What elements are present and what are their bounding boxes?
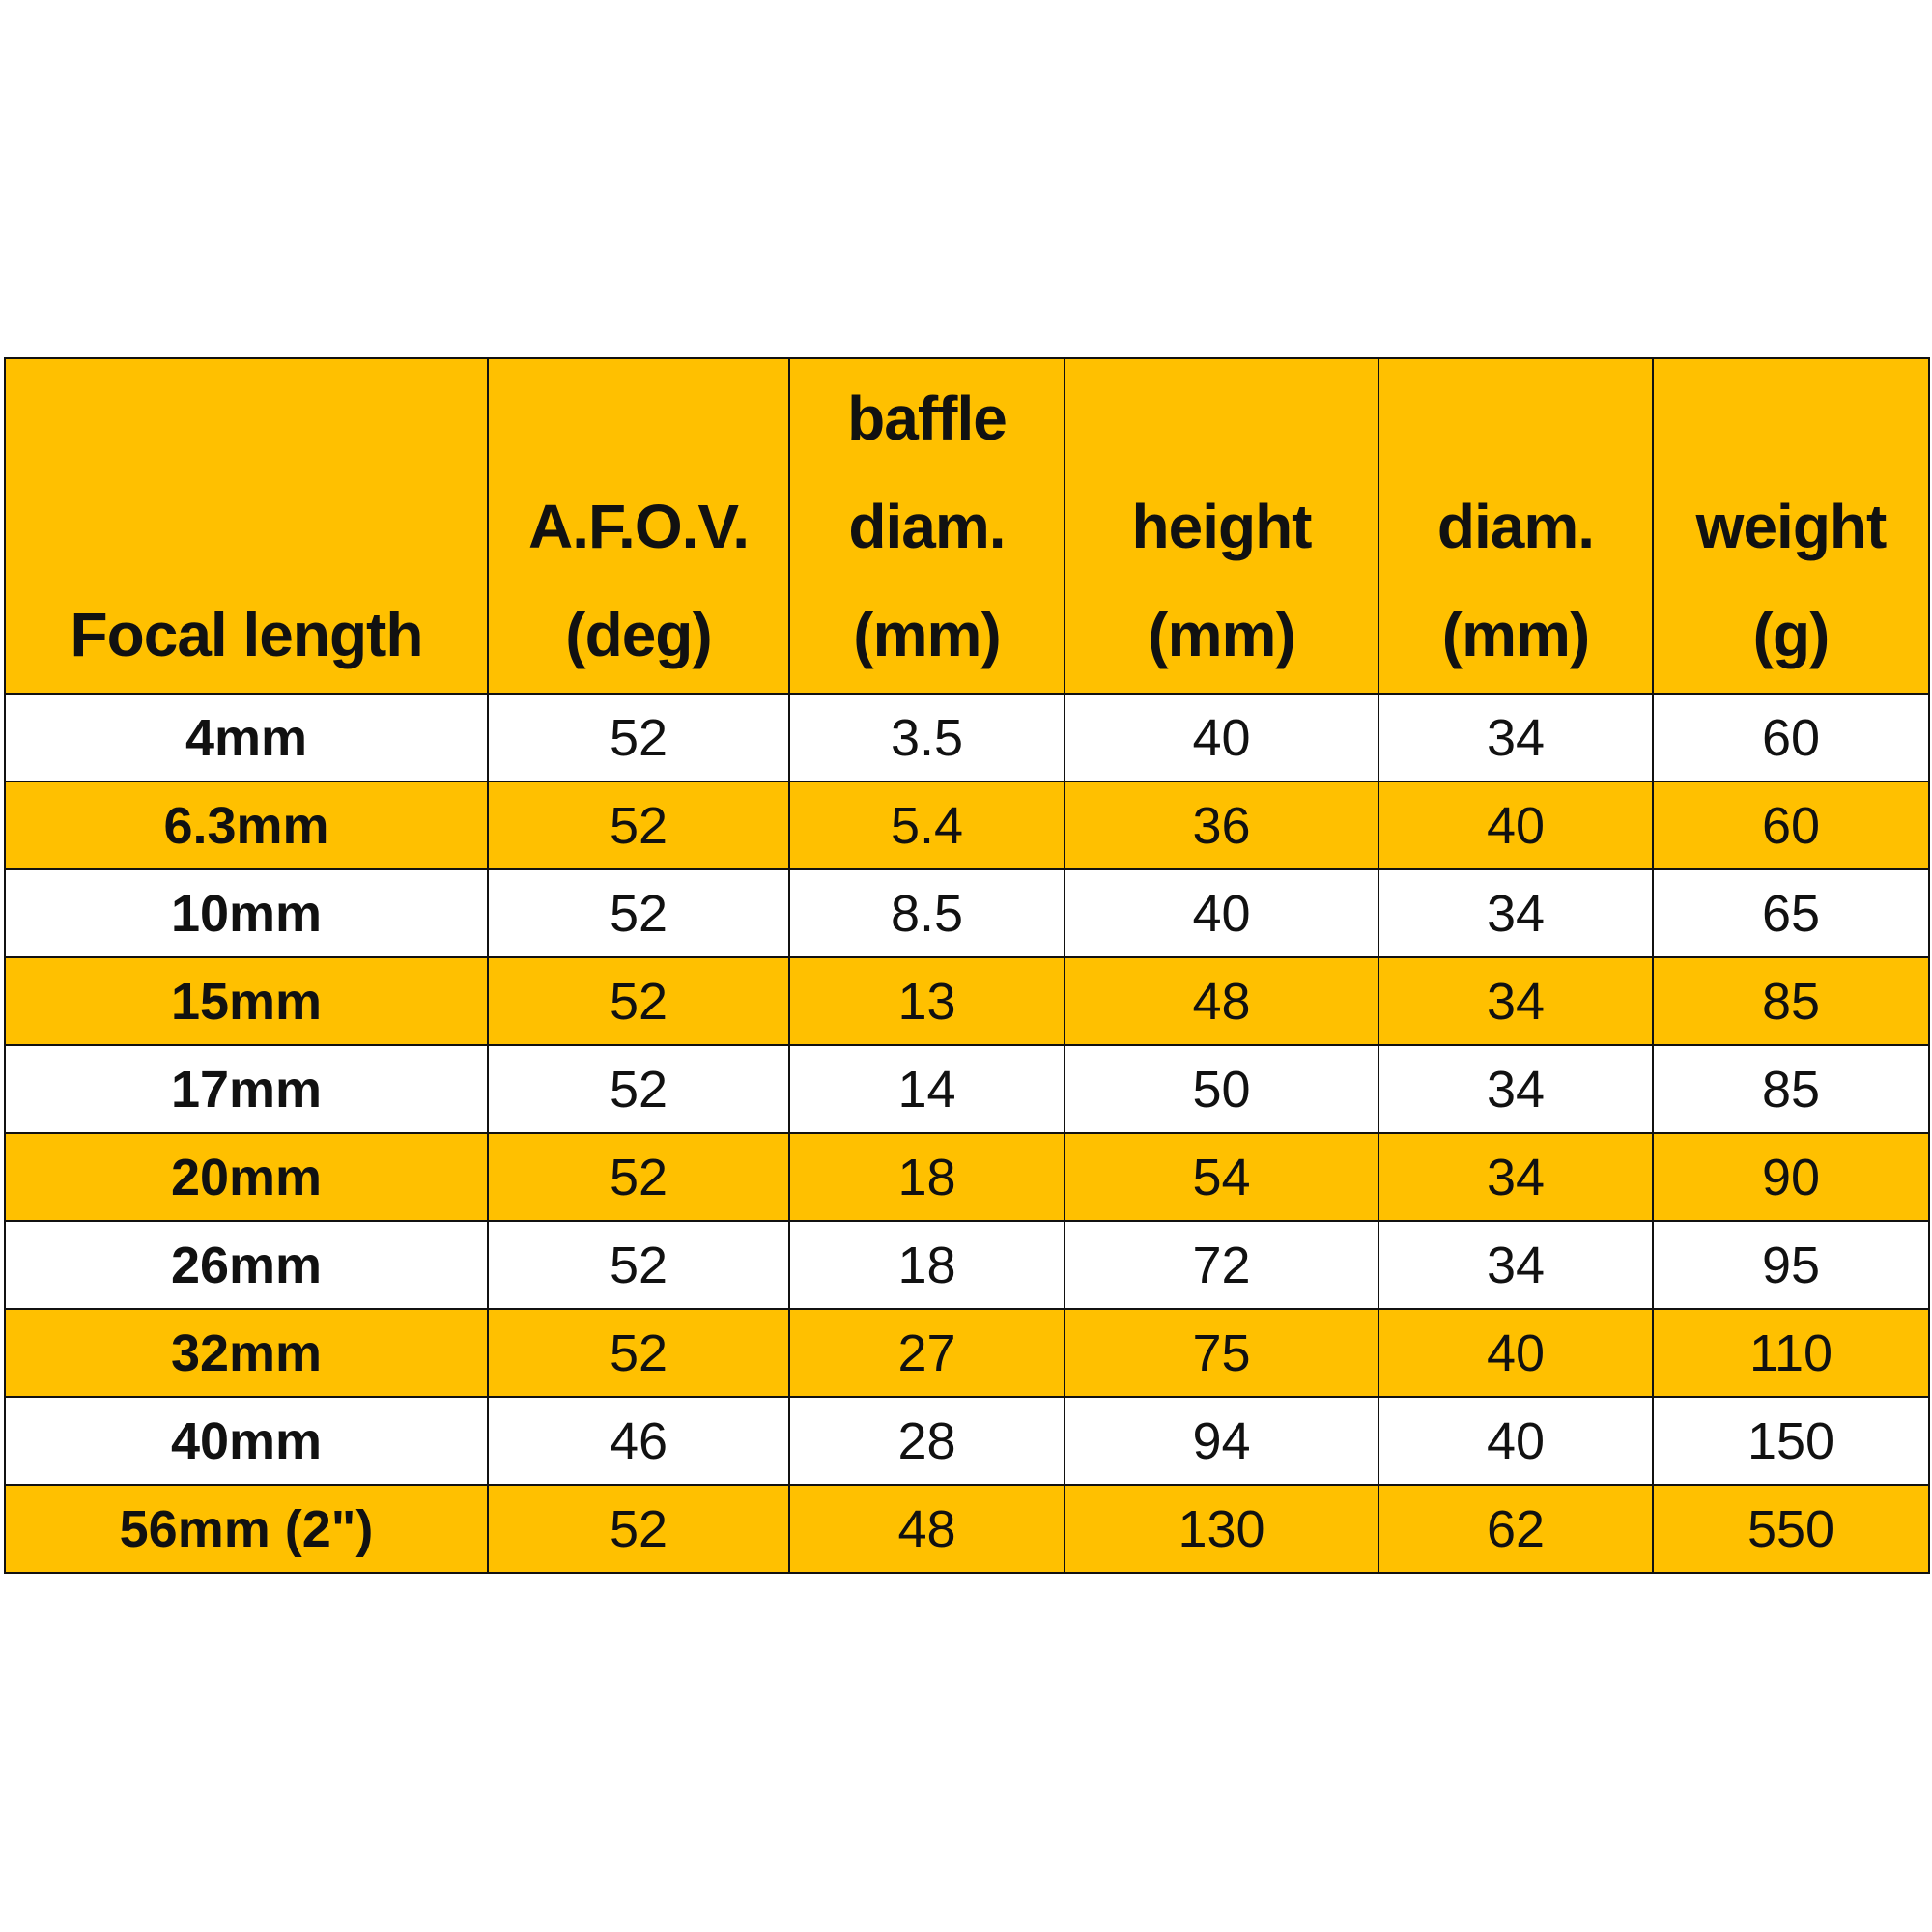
column-header-line: Focal length	[70, 600, 424, 669]
cell-afov: 52	[487, 1308, 790, 1398]
cell-diameter: 62	[1378, 1484, 1654, 1574]
cell-focal-length: 17mm	[4, 1044, 489, 1134]
column-header-focal-length: Focal length	[4, 357, 489, 695]
cell-height: 40	[1064, 868, 1379, 958]
column-header-line: weight	[1695, 492, 1888, 561]
cell-baffle-diameter: 5.4	[788, 781, 1065, 870]
cell-height: 130	[1064, 1484, 1379, 1574]
cell-focal-length: 26mm	[4, 1220, 489, 1310]
column-header-line: baffle	[847, 384, 1008, 453]
column-header-baffle-diameter: baffle diam. (mm)	[788, 357, 1065, 695]
cell-focal-length: 15mm	[4, 956, 489, 1046]
cell-baffle-diameter: 14	[788, 1044, 1065, 1134]
cell-weight: 150	[1652, 1396, 1930, 1486]
column-header-line: (g)	[1752, 600, 1831, 669]
column-header-line: (mm)	[1148, 600, 1295, 669]
table-row: 6.3mm 52 5.4 36 40 60	[4, 781, 1930, 870]
cell-afov: 52	[487, 1132, 790, 1222]
table-row: 20mm 52 18 54 34 90	[4, 1132, 1930, 1222]
column-header-line: diam.	[848, 492, 1006, 561]
cell-weight: 550	[1652, 1484, 1930, 1574]
cell-focal-length: 32mm	[4, 1308, 489, 1398]
header-row: Focal length A.F.O.V. (deg) baffle diam. (mm)…	[4, 357, 1930, 695]
table-row: 32mm 52 27 75 40 110	[4, 1308, 1930, 1398]
column-header-weight: weight (g)	[1652, 357, 1930, 695]
table-row: 10mm 52 8.5 40 34 65	[4, 868, 1930, 958]
cell-focal-length: 40mm	[4, 1396, 489, 1486]
cell-height: 36	[1064, 781, 1379, 870]
cell-focal-length: 6.3mm	[4, 781, 489, 870]
cell-diameter: 34	[1378, 1132, 1654, 1222]
cell-afov: 52	[487, 781, 790, 870]
cell-height: 50	[1064, 1044, 1379, 1134]
cell-height: 48	[1064, 956, 1379, 1046]
cell-afov: 46	[487, 1396, 790, 1486]
cell-afov: 52	[487, 1044, 790, 1134]
table-row: 15mm 52 13 48 34 85	[4, 956, 1930, 1046]
table-row: 4mm 52 3.5 40 34 60	[4, 693, 1930, 782]
cell-afov: 52	[487, 693, 790, 782]
cell-baffle-diameter: 48	[788, 1484, 1065, 1574]
cell-weight: 85	[1652, 1044, 1930, 1134]
column-header-diameter: diam. (mm)	[1378, 357, 1654, 695]
cell-diameter: 34	[1378, 956, 1654, 1046]
column-header-line: (mm)	[853, 600, 1001, 669]
cell-weight: 110	[1652, 1308, 1930, 1398]
cell-focal-length: 20mm	[4, 1132, 489, 1222]
cell-baffle-diameter: 18	[788, 1132, 1065, 1222]
column-header-line: A.F.O.V.	[528, 492, 750, 561]
cell-weight: 85	[1652, 956, 1930, 1046]
cell-diameter: 34	[1378, 868, 1654, 958]
cell-focal-length: 10mm	[4, 868, 489, 958]
cell-height: 54	[1064, 1132, 1379, 1222]
cell-diameter: 34	[1378, 1220, 1654, 1310]
cell-baffle-diameter: 27	[788, 1308, 1065, 1398]
cell-diameter: 40	[1378, 781, 1654, 870]
cell-baffle-diameter: 13	[788, 956, 1065, 1046]
cell-baffle-diameter: 28	[788, 1396, 1065, 1486]
column-header-line: (deg)	[565, 600, 712, 669]
table-row: 26mm 52 18 72 34 95	[4, 1220, 1930, 1310]
table-row: 40mm 46 28 94 40 150	[4, 1396, 1930, 1486]
cell-diameter: 40	[1378, 1396, 1654, 1486]
cell-weight: 95	[1652, 1220, 1930, 1310]
table-row: 17mm 52 14 50 34 85	[4, 1044, 1930, 1134]
cell-focal-length: 56mm (2")	[4, 1484, 489, 1574]
cell-afov: 52	[487, 1220, 790, 1310]
cell-weight: 90	[1652, 1132, 1930, 1222]
column-header-afov: A.F.O.V. (deg)	[487, 357, 790, 695]
cell-baffle-diameter: 18	[788, 1220, 1065, 1310]
cell-afov: 52	[487, 956, 790, 1046]
cell-diameter: 40	[1378, 1308, 1654, 1398]
cell-weight: 65	[1652, 868, 1930, 958]
cell-baffle-diameter: 8.5	[788, 868, 1065, 958]
column-header-line: (mm)	[1441, 600, 1590, 669]
cell-height: 75	[1064, 1308, 1379, 1398]
cell-height: 94	[1064, 1396, 1379, 1486]
column-header-height: height (mm)	[1064, 357, 1379, 695]
cell-height: 72	[1064, 1220, 1379, 1310]
cell-afov: 52	[487, 1484, 790, 1574]
cell-baffle-diameter: 3.5	[788, 693, 1065, 782]
column-header-line: height	[1131, 492, 1313, 561]
eyepiece-spec-table: Focal length A.F.O.V. (deg) baffle diam. (mm)…	[4, 357, 1930, 1574]
cell-diameter: 34	[1378, 1044, 1654, 1134]
cell-weight: 60	[1652, 781, 1930, 870]
table-row: 56mm (2") 52 48 130 62 550	[4, 1484, 1930, 1574]
column-header-line: diam.	[1436, 492, 1595, 561]
cell-afov: 52	[487, 868, 790, 958]
cell-height: 40	[1064, 693, 1379, 782]
cell-diameter: 34	[1378, 693, 1654, 782]
cell-focal-length: 4mm	[4, 693, 489, 782]
cell-weight: 60	[1652, 693, 1930, 782]
